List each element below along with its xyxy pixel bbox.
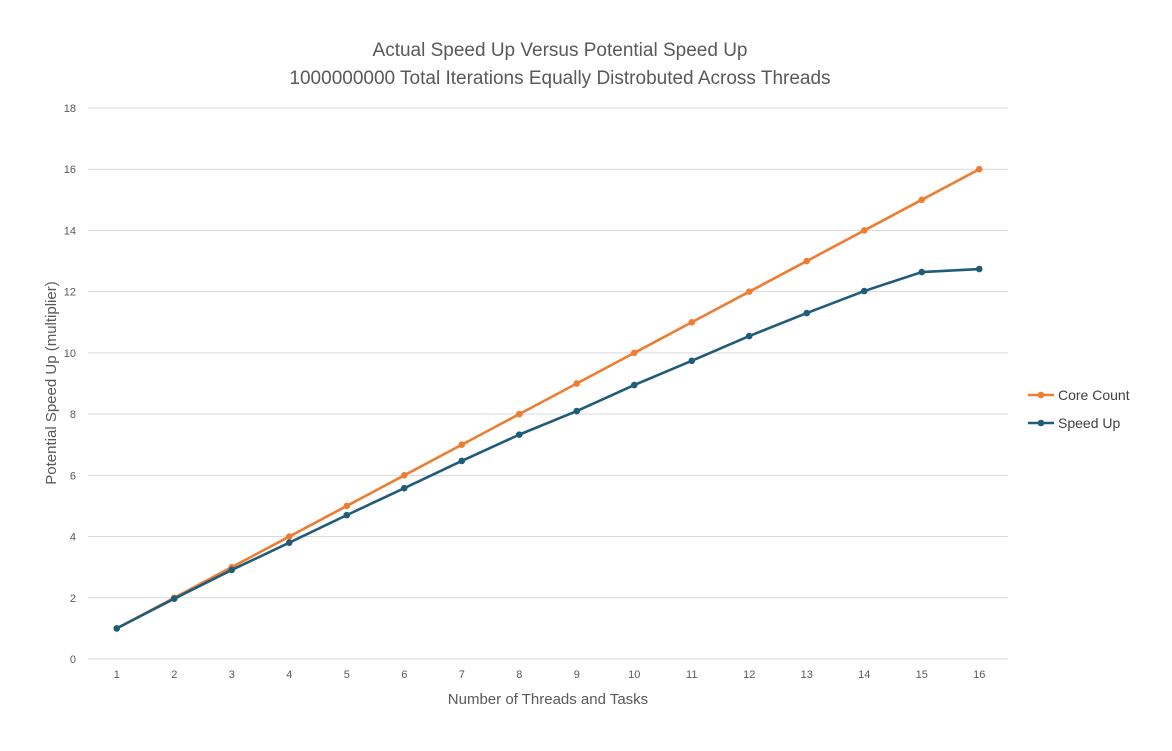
y-tick-label: 2 [70, 593, 76, 605]
y-tick-label: 12 [64, 287, 76, 299]
x-tick-label: 13 [801, 669, 813, 681]
y-axis-label: Potential Speed Up (multiplier) [43, 281, 60, 484]
data-point-core-count [343, 502, 351, 510]
x-tick-label: 1 [114, 669, 120, 681]
legend-label: Core Count [1058, 387, 1130, 403]
legend: Core Count Speed Up [1028, 387, 1130, 431]
x-tick-label: 15 [916, 669, 928, 681]
x-tick-label: 14 [858, 669, 870, 681]
data-point-speed-up [170, 595, 178, 602]
x-tick-label: 9 [574, 669, 580, 681]
x-axis-ticks: 1 2 3 4 5 6 7 8 9 10 11 12 13 14 15 16 [114, 669, 986, 681]
chart-title: Actual Speed Up Versus Potential Speed U… [373, 40, 748, 61]
y-tick-label: 16 [64, 164, 76, 176]
data-point-speed-up [688, 357, 696, 365]
x-tick-label: 7 [459, 669, 465, 681]
x-axis-label: Number of Threads and Tasks [448, 691, 648, 708]
data-point-core-count [860, 227, 868, 234]
data-point-core-count [630, 349, 638, 357]
y-axis-ticks: 0 2 4 6 8 10 12 14 16 18 [64, 103, 76, 666]
y-tick-label: 18 [64, 103, 76, 115]
y-tick-label: 0 [70, 654, 76, 666]
series-lines [113, 165, 983, 632]
data-point-speed-up [630, 381, 638, 389]
data-point-speed-up [113, 625, 121, 632]
data-point-core-count [285, 533, 293, 540]
legend-item-speed-up: Speed Up [1028, 415, 1120, 431]
data-point-speed-up [975, 265, 983, 273]
legend-item-core-count: Core Count [1028, 387, 1130, 403]
x-tick-label: 11 [686, 669, 697, 681]
data-point-core-count [515, 410, 523, 418]
y-tick-label: 6 [70, 470, 76, 482]
series-line-speed-up [116, 267, 980, 630]
data-point-core-count [803, 257, 811, 265]
y-tick-label: 4 [70, 532, 76, 544]
data-point-speed-up [515, 431, 523, 438]
data-point-speed-up [400, 484, 408, 492]
series-line-core-count [116, 168, 980, 630]
data-point-speed-up [745, 332, 753, 340]
x-tick-label: 4 [286, 669, 292, 681]
y-tick-label: 8 [70, 409, 76, 421]
x-tick-label: 8 [516, 669, 522, 681]
data-point-speed-up [573, 407, 581, 415]
data-point-core-count [458, 441, 466, 449]
series-speed-up [113, 265, 983, 632]
data-point-core-count [400, 472, 408, 479]
x-tick-label: 12 [743, 669, 755, 681]
x-tick-label: 3 [229, 669, 235, 681]
y-tick-label: 14 [64, 225, 76, 237]
data-point-core-count [975, 165, 983, 173]
data-point-core-count [688, 318, 696, 326]
series-core-count [113, 165, 983, 632]
y-tick-label: 10 [64, 348, 76, 360]
x-tick-label: 10 [628, 669, 640, 681]
x-tick-label: 5 [344, 669, 350, 681]
x-tick-label: 2 [171, 669, 177, 681]
x-tick-label: 16 [973, 669, 985, 681]
gridlines [88, 107, 1008, 660]
legend-label: Speed Up [1058, 415, 1120, 431]
data-point-core-count [745, 288, 753, 295]
x-tick-label: 6 [401, 669, 407, 681]
data-point-speed-up [918, 268, 926, 276]
data-point-speed-up [803, 309, 811, 317]
legend-swatch-marker [1037, 391, 1045, 399]
data-point-speed-up [343, 511, 351, 519]
data-point-speed-up [285, 539, 293, 546]
chart-subtitle: 1000000000 Total Iterations Equally Dist… [289, 68, 830, 89]
data-point-core-count [918, 196, 926, 204]
data-point-speed-up [458, 457, 466, 465]
data-point-speed-up [860, 287, 868, 295]
data-point-core-count [573, 380, 581, 387]
legend-swatch-marker [1037, 419, 1045, 427]
data-point-speed-up [228, 566, 236, 574]
